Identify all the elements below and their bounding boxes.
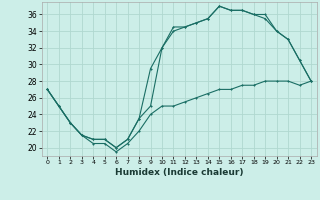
X-axis label: Humidex (Indice chaleur): Humidex (Indice chaleur) bbox=[115, 168, 244, 177]
